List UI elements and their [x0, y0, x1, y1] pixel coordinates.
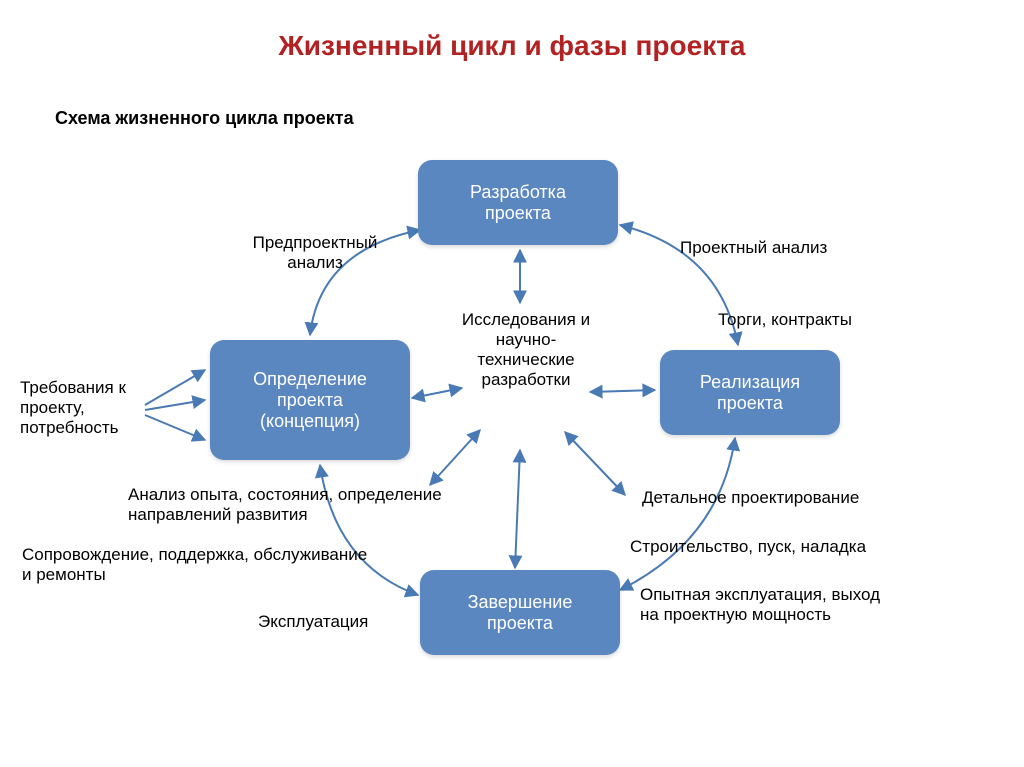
- label-construction: Строительство, пуск, наладка: [630, 537, 950, 557]
- label-projanalysis: Проектный анализ: [680, 238, 910, 258]
- label-exploitation: Эксплуатация: [258, 612, 408, 632]
- page-subtitle: Схема жизненного цикла проекта: [55, 108, 354, 129]
- label-center: Исследования и научно- технические разра…: [432, 310, 620, 390]
- edge-line-realize-center: [590, 390, 655, 392]
- edge-line-center-se: [565, 432, 625, 495]
- edge-arc-realize-complete: [620, 438, 735, 590]
- label-preproject: Предпроектный анализ: [220, 233, 410, 273]
- node-complete: Завершение проекта: [420, 570, 620, 655]
- edge-line-center-sw: [430, 430, 480, 485]
- page-title: Жизненный цикл и фазы проекта: [0, 30, 1024, 62]
- label-requirements: Требования к проекту, потребность: [20, 378, 180, 438]
- label-support: Сопровождение, поддержка, обслуживание и…: [22, 545, 422, 585]
- label-analysis: Анализ опыта, состояния, определение нап…: [128, 485, 518, 525]
- label-tenders: Торги, контракты: [718, 310, 938, 330]
- label-detaildesign: Детальное проектирование: [642, 488, 942, 508]
- node-develop: Разработка проекта: [418, 160, 618, 245]
- label-trial: Опытная эксплуатация, выход на проектную…: [640, 585, 960, 625]
- node-concept: Определение проекта (концепция): [210, 340, 410, 460]
- node-realize: Реализация проекта: [660, 350, 840, 435]
